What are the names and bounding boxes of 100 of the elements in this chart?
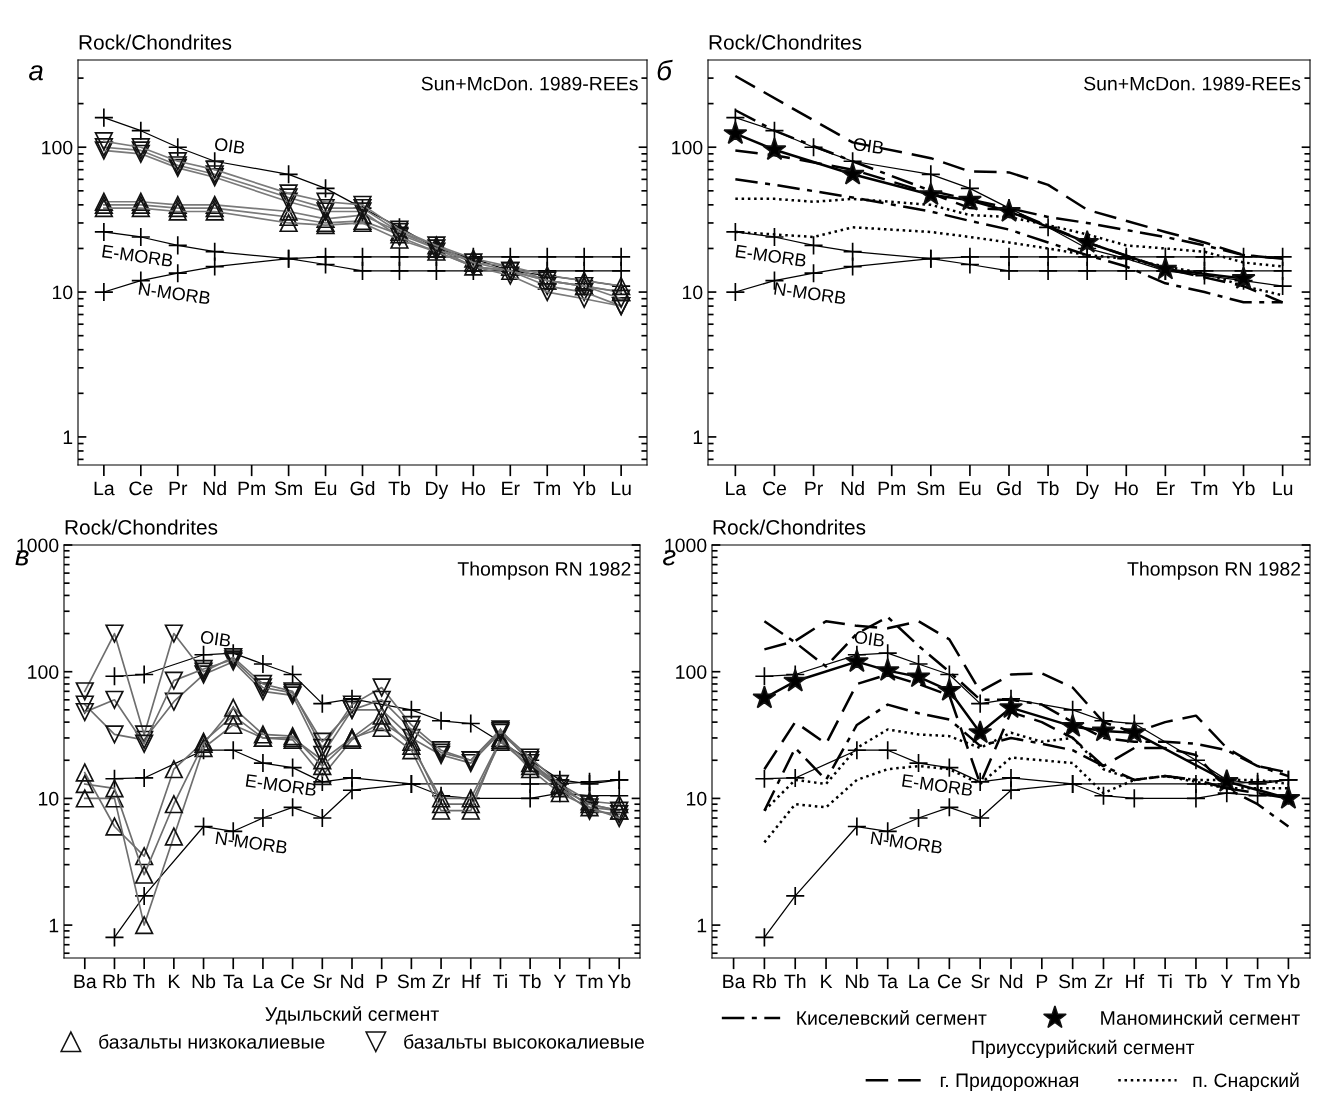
text: N-MORB	[138, 282, 211, 305]
y-tick-label: 1	[693, 430, 703, 444]
y-tick-label: 10	[683, 285, 703, 300]
legend-label: базальты высококалиевые	[404, 1034, 644, 1049]
y-tick-label: 10	[687, 791, 707, 806]
x-tick-label: Sm	[397, 974, 425, 989]
text: OIB	[853, 630, 885, 648]
annotation: Thompson RN 1982	[1127, 561, 1301, 580]
x-tick-label: Ce	[281, 974, 305, 989]
chart-title: а	[29, 65, 43, 81]
x-tick-label: Ho	[462, 481, 485, 496]
text: E-MORB	[102, 244, 174, 268]
x-tick-label: Ce	[129, 481, 153, 496]
x-tick-label: Ba	[74, 974, 97, 989]
text: E-MORB	[902, 773, 973, 797]
x-tick-label: Yb	[572, 480, 596, 496]
x-tick-label: Er	[1157, 481, 1175, 496]
text: N-MORB	[774, 282, 847, 305]
x-tick-label: La	[726, 481, 747, 496]
x-tick-label: Gd	[997, 480, 1021, 496]
x-tick-label: Tb	[1185, 973, 1207, 989]
x-tick-label: Er	[502, 481, 520, 496]
text: N-MORB	[870, 831, 943, 854]
text: E-MORB	[245, 773, 317, 797]
x-tick-label: Zr	[432, 974, 450, 989]
x-tick-label: K	[168, 974, 181, 989]
x-tick-label: K	[821, 974, 833, 989]
y-tick-label: 100	[676, 665, 707, 679]
y-tick-label: 1	[49, 918, 59, 933]
y-tick-label: 10	[53, 285, 73, 300]
x-tick-label: Lu	[611, 481, 631, 496]
x-tick-label: Ba	[723, 974, 746, 989]
legend-title: Удыльский сегмент	[265, 1006, 439, 1025]
text: OIB	[214, 137, 246, 155]
legend-label: базальты низкокалиевые	[99, 1034, 325, 1049]
legend-label: Киселевский сегмент	[797, 1010, 987, 1025]
annotation: Thompson RN 1982	[457, 561, 631, 580]
x-tick-label: P	[1036, 974, 1048, 989]
x-tick-label: Nd	[341, 973, 364, 989]
x-tick-label: Yb	[607, 973, 631, 989]
x-tick-label: Hf	[462, 973, 481, 989]
x-tick-label: Lu	[1273, 481, 1293, 496]
y-tick-label: 10	[39, 791, 59, 806]
annotation: Sun+McDon. 1989-REEs	[421, 76, 638, 91]
x-tick-label: Zr	[1094, 974, 1113, 989]
x-tick-label: Pr	[169, 481, 188, 496]
x-tick-label: Ce	[937, 974, 961, 989]
x-tick-label: Tm	[533, 481, 560, 496]
x-tick-label: Sr	[313, 974, 332, 989]
x-tick-label: Sm	[274, 481, 302, 496]
x-tick-label: La	[94, 481, 115, 496]
y-tick-label: 1	[697, 918, 707, 933]
x-tick-label: Gd	[350, 480, 375, 496]
text: OIB	[200, 630, 231, 648]
annotation: Sun+McDon. 1989-REEs	[1084, 76, 1301, 91]
x-tick-label: Sm	[917, 481, 945, 496]
text: E-MORB	[735, 244, 807, 268]
x-tick-label: Ho	[1115, 481, 1138, 496]
x-tick-label: Ti	[1157, 973, 1172, 989]
x-tick-label: Tb	[1037, 480, 1059, 496]
x-tick-label: Pr	[805, 481, 823, 496]
legend-label: п. Снарский	[1193, 1072, 1299, 1092]
x-tick-label: Yb	[1276, 973, 1300, 989]
x-tick-label: Y	[553, 974, 566, 989]
x-tick-label: Nb	[192, 973, 216, 989]
x-tick-label: Tm	[1244, 974, 1271, 989]
y-axis-title: Rock/Chondrites	[65, 519, 218, 535]
y-tick-label: 1	[63, 430, 73, 444]
x-tick-label: Ce	[763, 481, 787, 496]
x-tick-label: Y	[1220, 974, 1233, 989]
x-tick-label: Dy	[426, 481, 449, 500]
x-tick-label: P	[376, 974, 388, 989]
x-tick-label: La	[909, 974, 930, 989]
x-tick-label: Ta	[223, 974, 244, 989]
x-tick-label: Nb	[846, 973, 869, 989]
x-tick-label: Hf	[1126, 973, 1145, 989]
x-tick-label: Th	[133, 973, 155, 989]
x-tick-label: La	[253, 974, 274, 989]
x-tick-label: Yb	[1232, 480, 1255, 496]
chart-title: б	[657, 59, 673, 81]
x-tick-label: Tm	[575, 974, 603, 989]
x-tick-label: Sr	[971, 974, 990, 989]
y-tick-label: 100	[672, 140, 703, 155]
x-tick-label: Nd	[841, 480, 864, 496]
y-tick-label: 100	[28, 665, 59, 679]
x-tick-label: Ti	[493, 973, 507, 989]
x-tick-label: Dy	[1076, 481, 1100, 500]
x-tick-label: Sm	[1058, 974, 1086, 989]
text: Приуссурийский сегмент	[972, 1039, 1195, 1059]
x-tick-label: Tb	[388, 480, 410, 496]
x-tick-label: Nd	[203, 480, 226, 496]
x-tick-label: Pm	[878, 481, 906, 496]
y-axis-title: Rock/Chondrites	[709, 34, 862, 50]
y-tick-label: 100	[42, 140, 73, 155]
x-tick-label: Tb	[519, 973, 541, 989]
x-tick-label: Eu	[315, 481, 337, 496]
x-tick-label: Nd	[1000, 973, 1023, 989]
x-tick-label: Tm	[1190, 481, 1218, 496]
x-tick-label: Rb	[103, 973, 127, 989]
x-tick-label: Th	[784, 973, 806, 989]
